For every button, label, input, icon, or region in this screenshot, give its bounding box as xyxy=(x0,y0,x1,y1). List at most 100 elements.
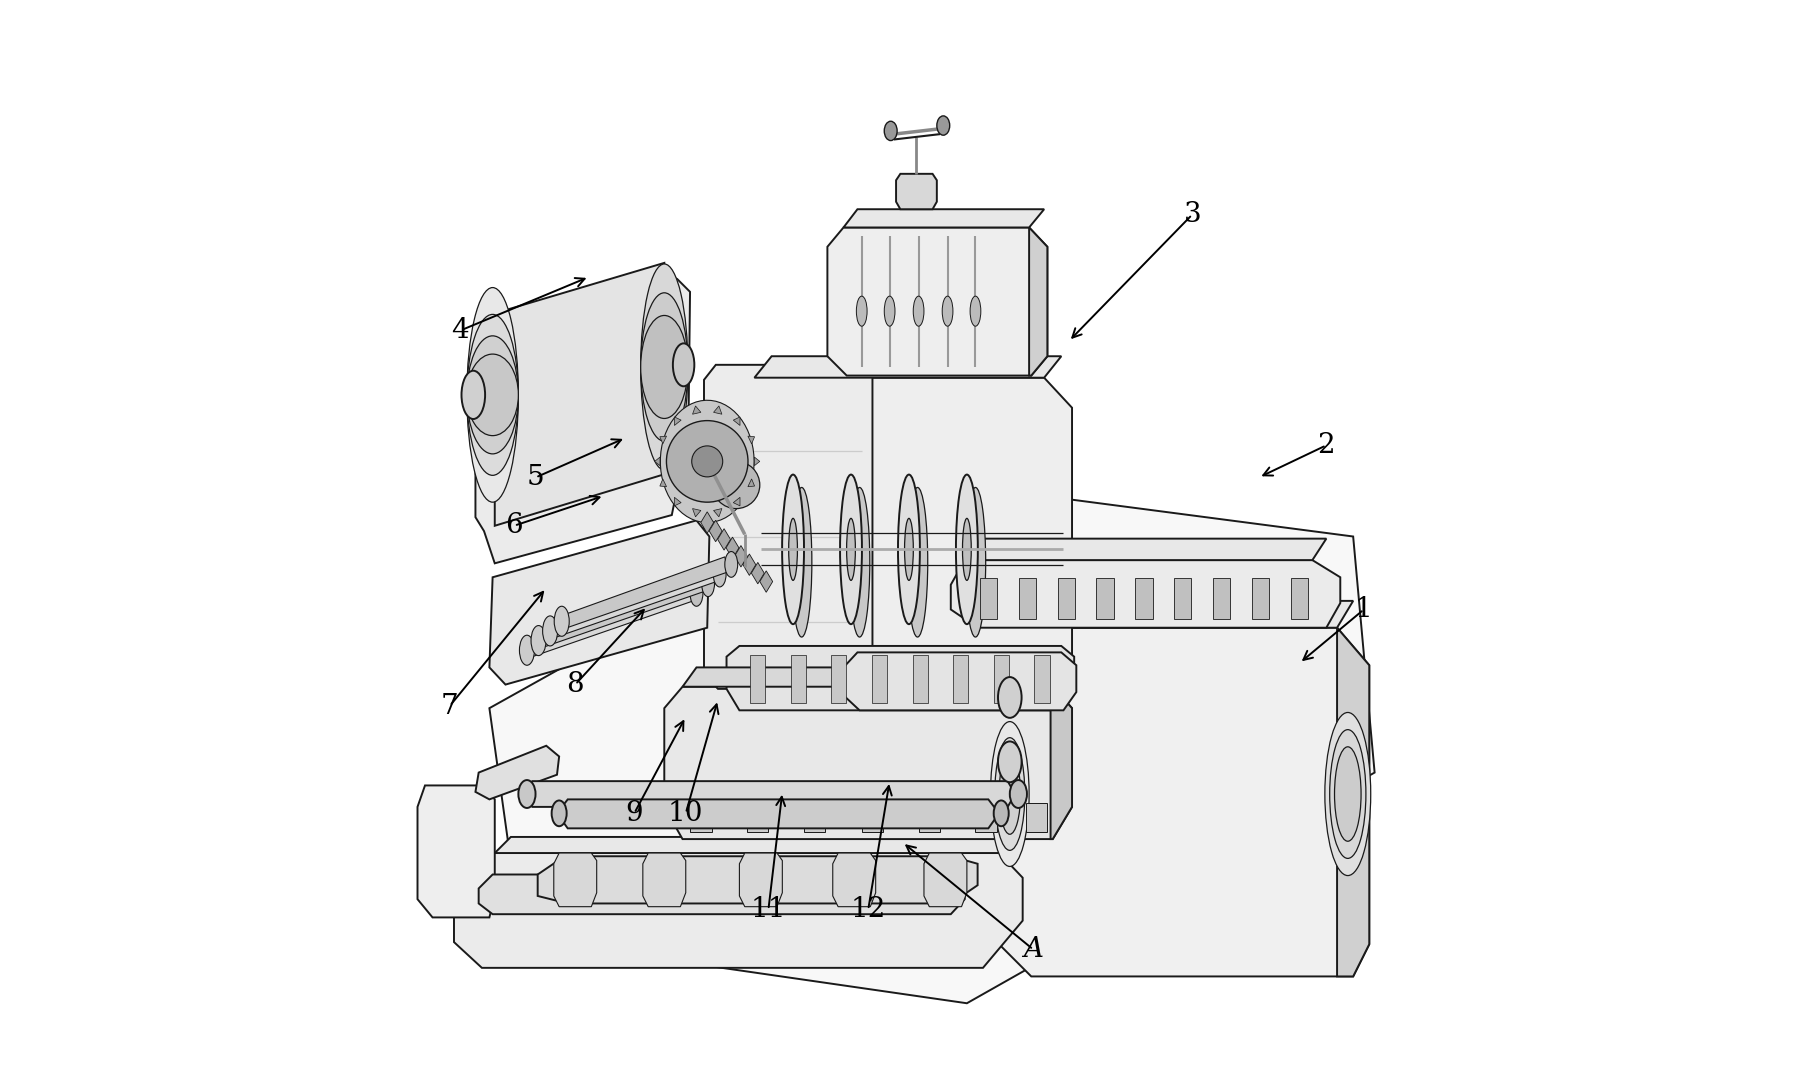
Polygon shape xyxy=(664,687,1072,839)
Polygon shape xyxy=(1029,227,1047,376)
Ellipse shape xyxy=(791,487,812,637)
Ellipse shape xyxy=(1330,730,1366,858)
Polygon shape xyxy=(563,557,727,628)
Ellipse shape xyxy=(554,606,569,636)
Polygon shape xyxy=(924,853,967,907)
Ellipse shape xyxy=(847,518,856,580)
Ellipse shape xyxy=(969,296,980,326)
Polygon shape xyxy=(475,270,690,563)
Polygon shape xyxy=(1175,578,1191,619)
Ellipse shape xyxy=(467,314,518,475)
Ellipse shape xyxy=(1334,747,1361,841)
Ellipse shape xyxy=(962,518,971,580)
Polygon shape xyxy=(489,477,1375,1003)
Ellipse shape xyxy=(998,677,1022,718)
Polygon shape xyxy=(1018,578,1036,619)
Polygon shape xyxy=(964,539,1327,560)
Ellipse shape xyxy=(520,635,534,665)
Polygon shape xyxy=(704,365,872,689)
Polygon shape xyxy=(1051,687,1072,839)
Polygon shape xyxy=(735,378,1072,714)
Text: 12: 12 xyxy=(850,896,886,924)
Polygon shape xyxy=(700,512,713,533)
Ellipse shape xyxy=(899,474,921,624)
Polygon shape xyxy=(713,509,722,517)
Polygon shape xyxy=(951,560,1341,628)
Circle shape xyxy=(666,421,747,502)
Polygon shape xyxy=(1014,601,1354,628)
Ellipse shape xyxy=(702,571,715,597)
Ellipse shape xyxy=(462,371,486,420)
Ellipse shape xyxy=(884,121,897,141)
Polygon shape xyxy=(832,853,875,907)
Ellipse shape xyxy=(957,474,978,624)
Polygon shape xyxy=(1291,578,1309,619)
Polygon shape xyxy=(754,356,1061,378)
Polygon shape xyxy=(693,406,700,414)
Ellipse shape xyxy=(641,264,688,470)
Text: 11: 11 xyxy=(751,896,787,924)
Polygon shape xyxy=(718,529,731,550)
Polygon shape xyxy=(1058,578,1074,619)
Polygon shape xyxy=(690,803,711,832)
Polygon shape xyxy=(1096,578,1114,619)
Ellipse shape xyxy=(782,474,803,624)
Polygon shape xyxy=(554,853,597,907)
Polygon shape xyxy=(643,853,686,907)
Text: 7: 7 xyxy=(440,692,458,720)
Polygon shape xyxy=(953,655,967,703)
Ellipse shape xyxy=(908,487,928,637)
Polygon shape xyxy=(861,803,883,832)
Text: 8: 8 xyxy=(567,671,585,699)
Polygon shape xyxy=(727,646,1074,710)
Polygon shape xyxy=(895,174,937,209)
Ellipse shape xyxy=(966,487,986,637)
Polygon shape xyxy=(693,509,700,517)
Ellipse shape xyxy=(995,738,1025,850)
Ellipse shape xyxy=(789,518,798,580)
Ellipse shape xyxy=(1325,712,1370,876)
Polygon shape xyxy=(747,479,754,487)
Ellipse shape xyxy=(531,626,547,656)
Ellipse shape xyxy=(726,552,738,577)
Polygon shape xyxy=(495,263,664,526)
Polygon shape xyxy=(832,655,847,703)
Polygon shape xyxy=(751,562,764,584)
Polygon shape xyxy=(791,655,805,703)
Text: A: A xyxy=(1023,936,1043,964)
Ellipse shape xyxy=(942,296,953,326)
Polygon shape xyxy=(1025,803,1047,832)
Ellipse shape xyxy=(641,293,688,441)
Polygon shape xyxy=(975,803,996,832)
Text: 3: 3 xyxy=(1184,201,1200,229)
Polygon shape xyxy=(872,655,886,703)
Polygon shape xyxy=(827,227,1047,376)
Polygon shape xyxy=(1253,578,1269,619)
Polygon shape xyxy=(529,586,693,657)
Polygon shape xyxy=(913,655,928,703)
Polygon shape xyxy=(747,436,754,444)
Ellipse shape xyxy=(884,296,895,326)
Polygon shape xyxy=(843,209,1043,227)
Polygon shape xyxy=(754,457,760,466)
Polygon shape xyxy=(525,781,1014,807)
Polygon shape xyxy=(709,520,722,542)
Text: 9: 9 xyxy=(626,799,643,827)
Polygon shape xyxy=(538,856,978,903)
Ellipse shape xyxy=(467,288,518,502)
Circle shape xyxy=(691,446,722,476)
Text: 1: 1 xyxy=(1356,596,1374,623)
Polygon shape xyxy=(495,837,1014,853)
Polygon shape xyxy=(1000,628,1370,976)
Polygon shape xyxy=(726,538,738,559)
Ellipse shape xyxy=(713,561,726,587)
Ellipse shape xyxy=(1000,753,1020,835)
Ellipse shape xyxy=(850,487,870,637)
Ellipse shape xyxy=(467,336,518,454)
Polygon shape xyxy=(919,803,940,832)
Polygon shape xyxy=(682,667,1069,687)
Ellipse shape xyxy=(690,580,702,606)
Polygon shape xyxy=(489,520,709,685)
Polygon shape xyxy=(455,853,1023,968)
Polygon shape xyxy=(735,545,747,567)
